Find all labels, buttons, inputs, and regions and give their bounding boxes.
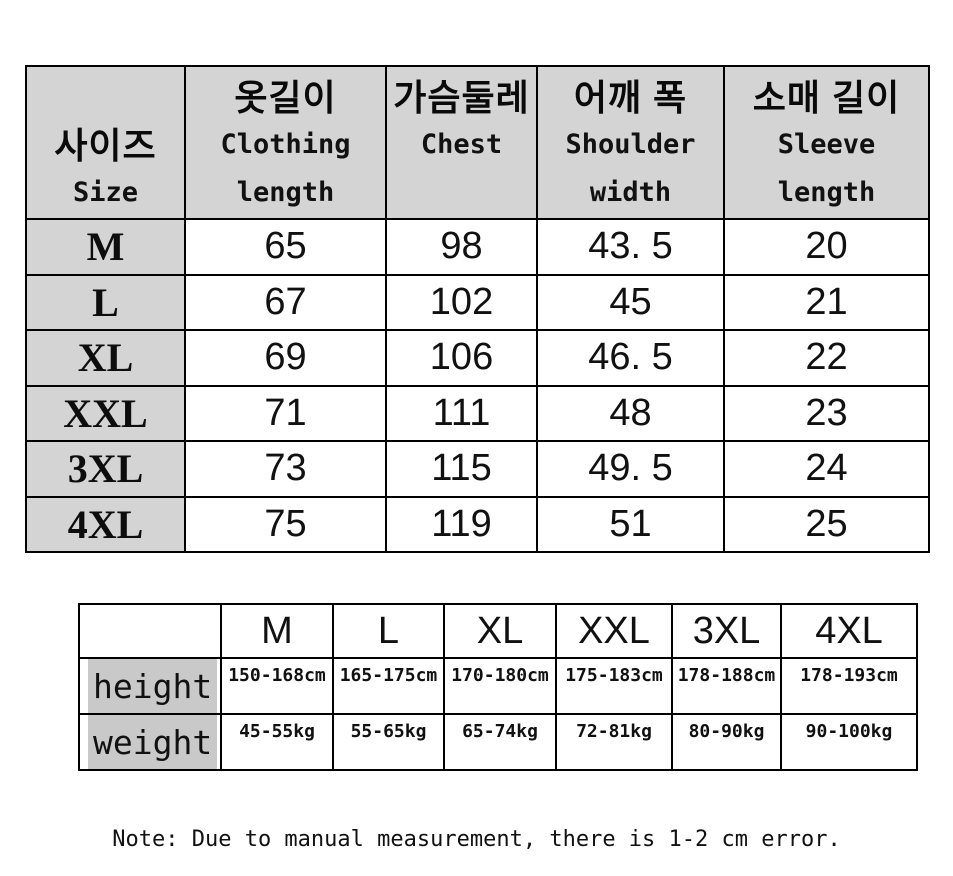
weight-value: 55-65kg — [332, 713, 445, 771]
fit-size-header: XXL — [555, 603, 673, 659]
fit-size-header: M — [220, 603, 334, 659]
measurement-value: 115 — [385, 440, 538, 498]
header-chest-korean: 가슴둘레 — [393, 77, 530, 118]
size-label: M — [25, 218, 186, 276]
fit-chart-table: M L XL XXL 3XL 4XL height 150-168cm 165-… — [78, 603, 918, 771]
size-label: XXL — [25, 384, 186, 442]
table-row-l: L 67 102 45 21 — [25, 273, 930, 331]
header-cell-clothing-length: 옷길이 Clothing length — [184, 65, 387, 220]
header-clothing-length-english1: Clothing — [220, 129, 351, 161]
fit-corner-cell — [78, 603, 222, 659]
header-sleeve-length-english1: Sleeve — [777, 129, 876, 161]
fit-chart-header-row: M L XL XXL 3XL 4XL — [78, 603, 918, 659]
table-row-m: M 65 98 43. 5 20 — [25, 218, 930, 276]
fit-size-header: L — [332, 603, 445, 659]
height-value: 165-175cm — [332, 657, 445, 715]
height-row: height 150-168cm 165-175cm 170-180cm 175… — [78, 657, 918, 715]
measurement-value: 111 — [385, 384, 538, 442]
measurement-value: 106 — [385, 329, 538, 387]
measurement-value: 49. 5 — [536, 440, 725, 498]
measurement-value: 21 — [723, 273, 930, 331]
weight-value: 90-100kg — [780, 713, 918, 771]
measurement-value: 51 — [536, 495, 725, 553]
measurement-value: 75 — [184, 495, 387, 553]
size-label: 3XL — [25, 440, 186, 498]
size-chart-header-row: 사이즈 Size 옷길이 Clothing length 가슴둘레 Chest — [25, 65, 930, 220]
header-shoulder-width-english2: width — [589, 176, 672, 208]
header-clothing-length-korean: 옷길이 — [234, 77, 337, 118]
measurement-value: 22 — [723, 329, 930, 387]
header-cell-sleeve-length: 소매 길이 Sleeve length — [723, 65, 930, 220]
measurement-value: 23 — [723, 384, 930, 442]
measurement-value: 20 — [723, 218, 930, 276]
size-label: 4XL — [25, 495, 186, 553]
measurement-value: 25 — [723, 495, 930, 553]
weight-label: weight — [88, 715, 218, 769]
measurement-value: 43. 5 — [536, 218, 725, 276]
height-value: 170-180cm — [443, 657, 557, 715]
height-value: 178-188cm — [671, 657, 782, 715]
size-label: XL — [25, 329, 186, 387]
weight-value: 80-90kg — [671, 713, 782, 771]
weight-label-cell: weight — [78, 713, 222, 771]
header-cell-size: 사이즈 Size — [25, 65, 186, 220]
header-sleeve-length-korean: 소매 길이 — [752, 77, 901, 118]
measurement-value: 46. 5 — [536, 329, 725, 387]
table-row-xxl: XXL 71 111 48 23 — [25, 384, 930, 442]
table-row-3xl: 3XL 73 115 49. 5 24 — [25, 440, 930, 498]
header-sleeve-length-english2: length — [777, 176, 876, 208]
measurement-value: 67 — [184, 273, 387, 331]
height-value: 150-168cm — [220, 657, 334, 715]
measurement-value: 65 — [184, 218, 387, 276]
header-size-english: Size — [72, 176, 139, 208]
weight-row: weight 45-55kg 55-65kg 65-74kg 72-81kg 8… — [78, 713, 918, 771]
height-label-cell: height — [78, 657, 222, 715]
header-clothing-length-english2: length — [236, 176, 335, 208]
measurement-value: 71 — [184, 384, 387, 442]
fit-size-header: 4XL — [780, 603, 918, 659]
header-shoulder-width-english1: Shoulder — [565, 129, 696, 161]
measurement-value: 45 — [536, 273, 725, 331]
size-label: L — [25, 273, 186, 331]
measurement-value: 69 — [184, 329, 387, 387]
weight-value: 45-55kg — [220, 713, 334, 771]
height-value: 178-193cm — [780, 657, 918, 715]
header-shoulder-width-korean: 어깨 폭 — [573, 77, 688, 118]
size-chart-table: 사이즈 Size 옷길이 Clothing length 가슴둘레 Chest — [25, 65, 930, 553]
measurement-value: 24 — [723, 440, 930, 498]
weight-value: 65-74kg — [443, 713, 557, 771]
measurement-value: 73 — [184, 440, 387, 498]
weight-value: 72-81kg — [555, 713, 673, 771]
header-size-korean: 사이즈 — [54, 124, 157, 166]
header-size-line1 — [27, 69, 184, 117]
fit-size-header: 3XL — [671, 603, 782, 659]
height-label: height — [88, 659, 218, 713]
measurement-value: 98 — [385, 218, 538, 276]
note-text: Note: Due to manual measurement, there i… — [112, 827, 841, 852]
measurement-value: 102 — [385, 273, 538, 331]
header-chest-line3 — [387, 169, 536, 217]
measurement-value: 119 — [385, 495, 538, 553]
header-cell-chest: 가슴둘레 Chest — [385, 65, 538, 220]
header-chest-english: Chest — [420, 129, 503, 161]
fit-size-header: XL — [443, 603, 557, 659]
table-row-4xl: 4XL 75 119 51 25 — [25, 495, 930, 553]
table-row-xl: XL 69 106 46. 5 22 — [25, 329, 930, 387]
measurement-value: 48 — [536, 384, 725, 442]
height-value: 175-183cm — [555, 657, 673, 715]
header-cell-shoulder-width: 어깨 폭 Shoulder width — [536, 65, 725, 220]
